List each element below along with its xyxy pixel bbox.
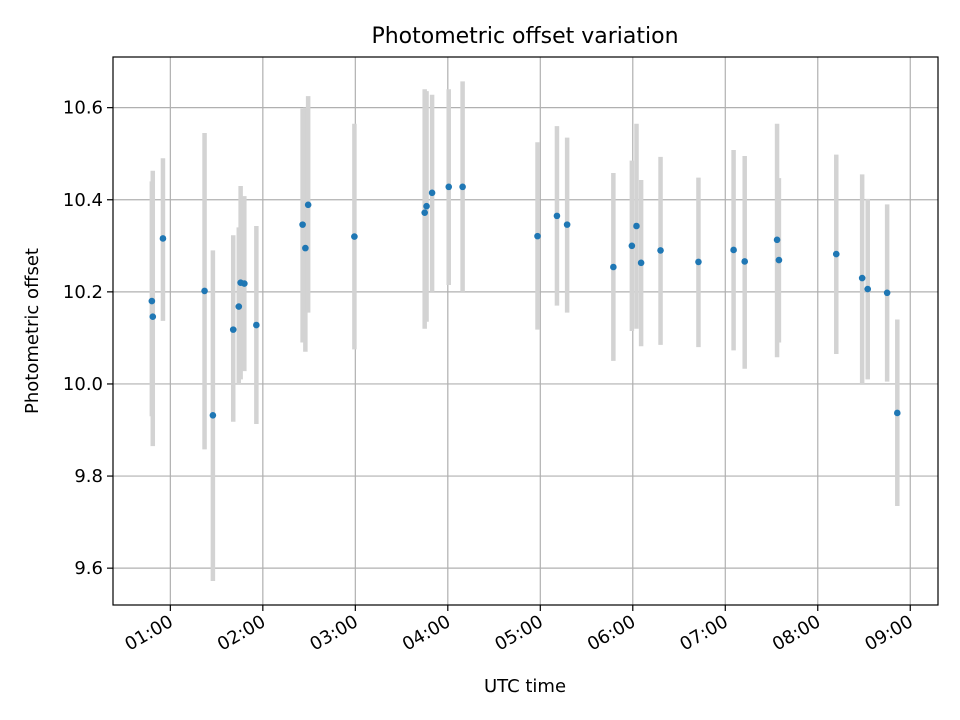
y-tick-label: 9.8 bbox=[74, 466, 103, 487]
y-tick-label: 10.6 bbox=[63, 98, 103, 119]
y-tick-label: 10.2 bbox=[63, 282, 103, 303]
data-point bbox=[209, 411, 217, 419]
x-axis-ticks: 01:00 02:00 03:00 04:00 05:00 06:00 07:00 08:00… bbox=[121, 605, 917, 655]
data-point bbox=[351, 233, 358, 240]
data-point bbox=[302, 244, 309, 252]
data-point bbox=[628, 242, 636, 250]
data-point bbox=[730, 246, 737, 254]
x-axis-label: UTC time bbox=[484, 676, 566, 697]
data-point bbox=[773, 236, 781, 244]
data-point bbox=[858, 274, 866, 282]
data-point bbox=[149, 313, 157, 321]
data-point bbox=[657, 247, 664, 254]
x-tick-label: 02:00 bbox=[214, 611, 269, 655]
data-point bbox=[563, 221, 571, 228]
y-axis-ticks: 9.6 9.8 10.0 10.2 10.4 10.6 bbox=[63, 98, 113, 579]
data-point bbox=[633, 222, 640, 230]
y-tick-label: 9.6 bbox=[74, 558, 103, 579]
y-tick-label: 10.0 bbox=[63, 374, 103, 395]
x-tick-label: 01:00 bbox=[121, 611, 176, 655]
data-point bbox=[299, 221, 306, 228]
x-tick-label: 05:00 bbox=[491, 611, 546, 655]
x-tick-label: 07:00 bbox=[676, 611, 731, 655]
data-point bbox=[534, 232, 541, 240]
data-point bbox=[883, 289, 891, 297]
x-tick-label: 06:00 bbox=[584, 611, 639, 655]
plot-area-frame bbox=[112, 56, 939, 606]
data-points bbox=[148, 183, 901, 419]
y-tick-label: 10.4 bbox=[63, 190, 103, 211]
data-point bbox=[421, 209, 428, 216]
x-tick-label: 03:00 bbox=[306, 611, 361, 655]
data-point bbox=[148, 297, 156, 305]
data-point bbox=[428, 189, 436, 197]
data-point bbox=[695, 258, 702, 266]
data-point bbox=[201, 287, 208, 295]
data-point bbox=[741, 258, 748, 265]
data-point bbox=[864, 285, 872, 293]
data-point bbox=[894, 409, 901, 417]
data-point bbox=[423, 202, 430, 210]
data-point bbox=[253, 321, 260, 329]
data-point bbox=[637, 259, 645, 267]
error-bars bbox=[149, 81, 900, 582]
data-point bbox=[445, 183, 453, 191]
data-point bbox=[832, 250, 840, 258]
x-tick-label: 08:00 bbox=[769, 611, 824, 655]
data-point bbox=[241, 280, 248, 287]
data-point bbox=[159, 235, 167, 242]
data-point bbox=[235, 303, 243, 310]
chart-title: Photometric offset variation bbox=[371, 24, 678, 49]
data-point bbox=[304, 201, 312, 209]
data-point bbox=[775, 256, 783, 264]
x-tick-label: 09:00 bbox=[861, 611, 916, 655]
y-axis-label: Photometric offset bbox=[22, 248, 43, 414]
data-point bbox=[553, 212, 561, 220]
data-point bbox=[610, 263, 617, 271]
data-point bbox=[229, 326, 237, 333]
data-point bbox=[459, 183, 466, 191]
x-tick-label: 04:00 bbox=[399, 611, 454, 655]
